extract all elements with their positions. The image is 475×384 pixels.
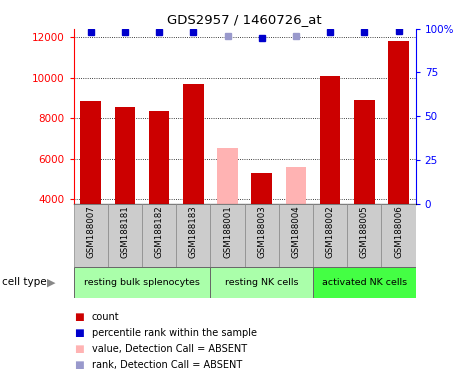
Bar (74, 204, 108, 267)
Text: GSM188181: GSM188181 (121, 205, 129, 258)
Text: GSM188182: GSM188182 (155, 205, 163, 258)
Bar (313, 267, 416, 298)
Bar (149, 111, 170, 204)
Text: activated NK cells: activated NK cells (322, 278, 407, 287)
Bar (388, 41, 409, 204)
Bar (251, 173, 272, 204)
Bar (320, 76, 341, 204)
Text: GSM188006: GSM188006 (394, 205, 403, 258)
Text: GSM188002: GSM188002 (326, 205, 334, 258)
Text: GSM188001: GSM188001 (223, 205, 232, 258)
Text: rank, Detection Call = ABSENT: rank, Detection Call = ABSENT (92, 360, 242, 370)
Text: ■: ■ (74, 312, 84, 322)
Text: cell type: cell type (2, 277, 47, 287)
Bar (347, 204, 381, 267)
Bar (183, 84, 204, 204)
Bar (114, 107, 135, 204)
Bar (285, 167, 306, 204)
Text: resting NK cells: resting NK cells (225, 278, 298, 287)
Bar (279, 204, 313, 267)
Bar (74, 267, 210, 298)
Text: ▶: ▶ (47, 277, 55, 287)
Text: ■: ■ (74, 360, 84, 370)
Text: GSM188005: GSM188005 (360, 205, 369, 258)
Bar (210, 267, 313, 298)
Bar (245, 204, 279, 267)
Text: ■: ■ (74, 328, 84, 338)
Bar (176, 204, 210, 267)
Text: percentile rank within the sample: percentile rank within the sample (92, 328, 256, 338)
Title: GDS2957 / 1460726_at: GDS2957 / 1460726_at (167, 13, 322, 26)
Text: GSM188004: GSM188004 (292, 205, 300, 258)
Text: GSM188003: GSM188003 (257, 205, 266, 258)
Bar (210, 204, 245, 267)
Bar (381, 204, 416, 267)
Text: GSM188007: GSM188007 (86, 205, 95, 258)
Text: ■: ■ (74, 344, 84, 354)
Bar (217, 148, 238, 204)
Bar (313, 204, 347, 267)
Text: count: count (92, 312, 119, 322)
Bar (354, 100, 375, 204)
Text: value, Detection Call = ABSENT: value, Detection Call = ABSENT (92, 344, 247, 354)
Bar (142, 204, 176, 267)
Bar (108, 204, 142, 267)
Text: resting bulk splenocytes: resting bulk splenocytes (84, 278, 200, 287)
Bar (80, 101, 101, 204)
Text: GSM188183: GSM188183 (189, 205, 198, 258)
